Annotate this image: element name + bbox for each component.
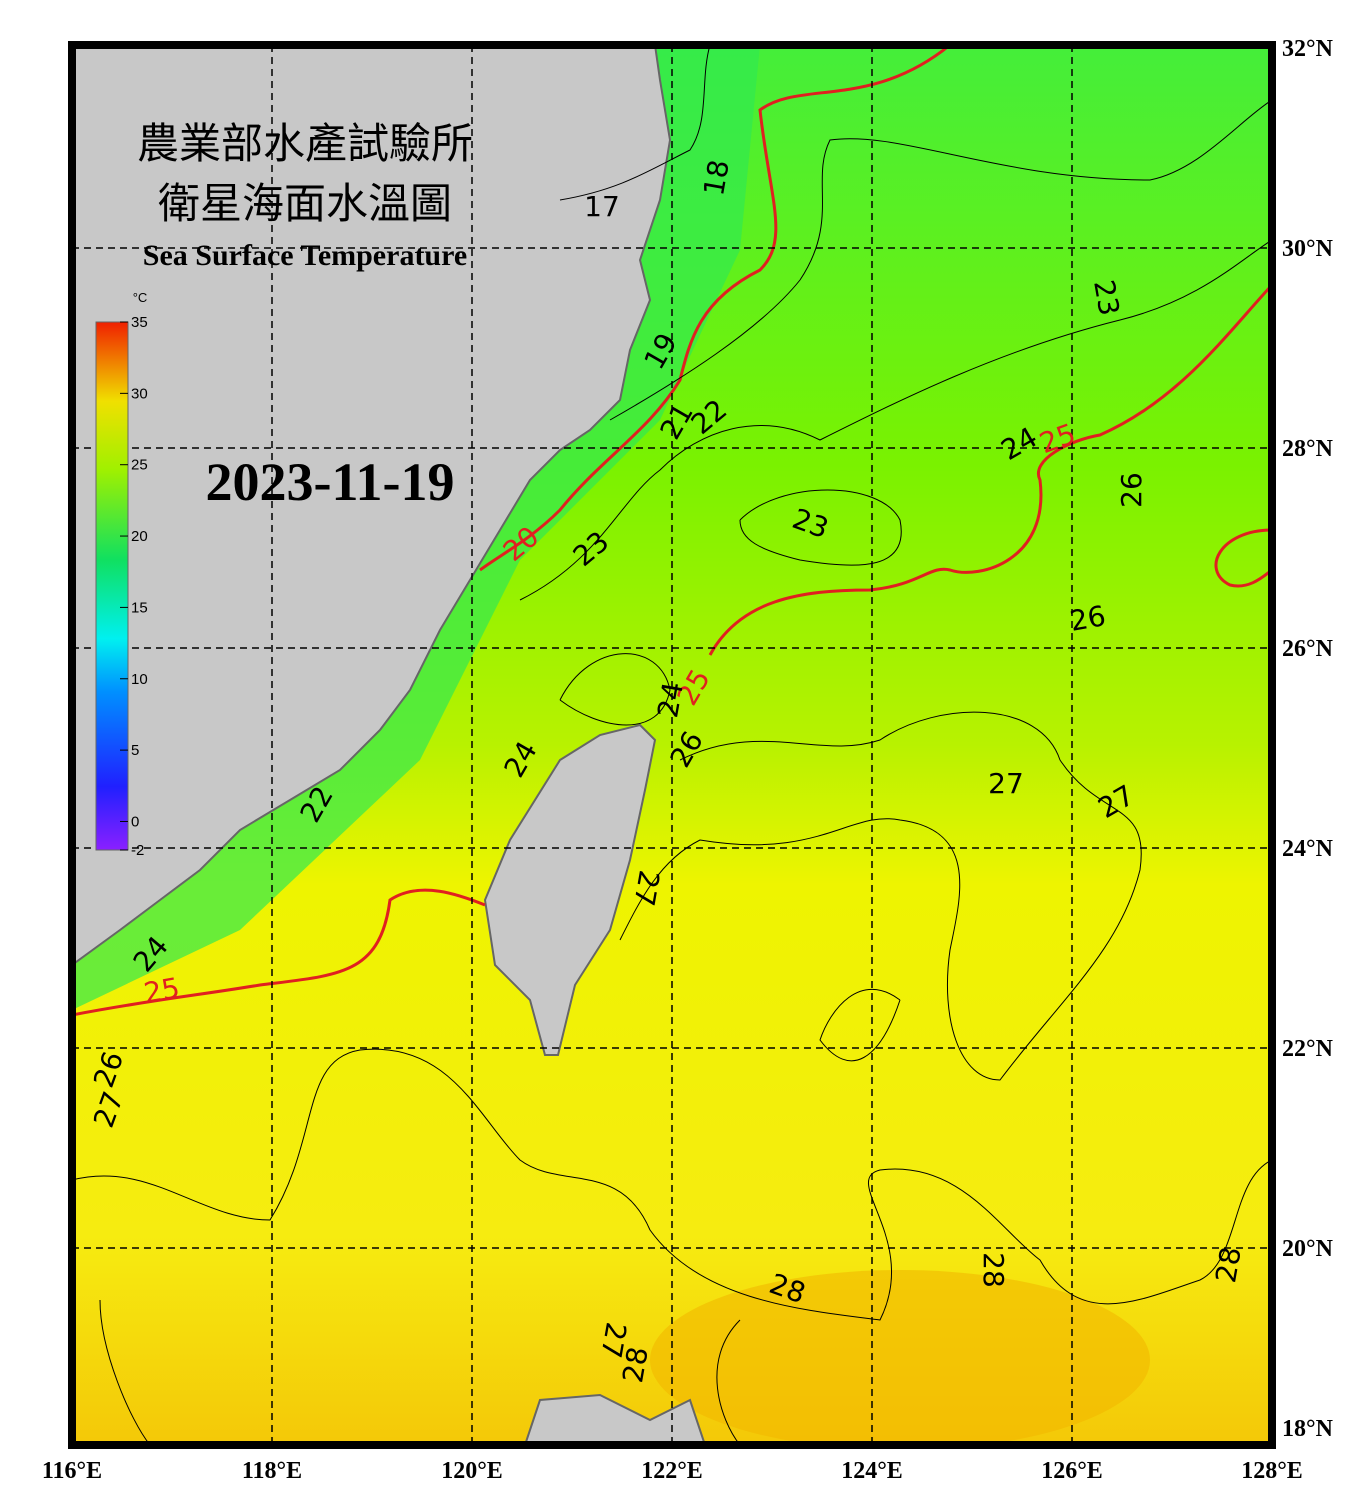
lat-label: 32°N (1282, 36, 1334, 62)
contour-label: 28 (1209, 1244, 1248, 1285)
lat-label: 24°N (1282, 836, 1334, 862)
contour-label: 27 (594, 1320, 633, 1361)
taiwan-land (483, 723, 657, 1056)
graticule (72, 45, 1272, 1445)
map-area (72, 45, 1272, 1445)
colorbar-tick-label: 25 (131, 457, 148, 474)
lat-label: 20°N (1282, 1236, 1334, 1262)
colorbar-tick-label: 35 (131, 314, 148, 331)
black-contours (72, 45, 1272, 1445)
contour-label: 23 (1087, 277, 1126, 318)
lat-label: 18°N (1282, 1416, 1334, 1442)
lon-label: 128°E (1241, 1458, 1303, 1484)
colorbar-tick-label: 20 (131, 528, 148, 545)
contour-label: 18 (697, 157, 736, 198)
date: 2023-11-19 (206, 452, 455, 512)
colorbar-unit: °C (133, 290, 148, 305)
lon-label: 118°E (242, 1458, 302, 1484)
lon-label: 122°E (641, 1458, 703, 1484)
lat-label: 22°N (1282, 1036, 1334, 1062)
red-contours (72, 45, 1272, 1017)
contour-label: 25 (141, 971, 182, 1010)
lon-label: 120°E (441, 1458, 503, 1484)
colorbar-tick-label: -2 (131, 842, 144, 859)
lat-label: 28°N (1282, 436, 1334, 462)
lat-label: 26°N (1282, 636, 1334, 662)
contour-label: 26 (1115, 472, 1148, 508)
colorbar-tick-label: 30 (131, 385, 148, 402)
axis-labels: 116°E 118°E 120°E 122°E 124°E 126°E 128°E 32°N 3… (42, 36, 1334, 1484)
lat-label: 30°N (1282, 236, 1334, 262)
title-zh: 農業部水產試驗所 (137, 119, 473, 168)
contour-label: 26 (1067, 599, 1108, 638)
colorbar-tick-label: 15 (131, 599, 148, 616)
title-en: Sea Surface Temperature (143, 239, 467, 272)
contour-label: 28 (977, 1252, 1010, 1288)
contour-label: 17 (584, 190, 620, 223)
warm-patch (650, 1270, 1150, 1445)
colorbar-tick-label: 5 (131, 742, 139, 759)
colorbar-tick-label: 10 (131, 671, 148, 688)
contour-label: 27 (627, 868, 666, 909)
contour-label: 28 (616, 1344, 655, 1385)
china-land (72, 45, 672, 967)
colorbar-ticks: 35 30 25 20 15 10 5 0 -2 (120, 314, 148, 859)
luzon-land (523, 1393, 707, 1445)
contour-label: 24 (651, 679, 690, 720)
lon-label: 124°E (841, 1458, 903, 1484)
lon-label: 116°E (42, 1458, 102, 1484)
lon-label: 126°E (1041, 1458, 1103, 1484)
colorbar-tick-label: 0 (131, 813, 139, 830)
contour-label: 27 (988, 767, 1024, 800)
colorbar (95, 321, 129, 851)
map-frame (68, 41, 1276, 1449)
title-zh: 衛星海面水溫圖 (158, 179, 452, 228)
